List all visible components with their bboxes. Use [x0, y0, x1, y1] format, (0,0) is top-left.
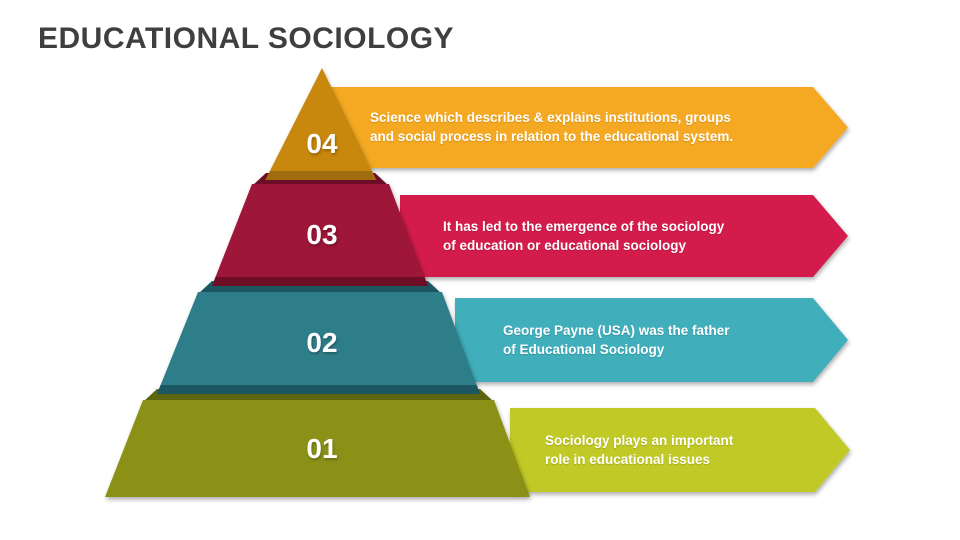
banner-text-02-line2: of Educational Sociology [503, 342, 665, 357]
banner-text-01-line2: role in educational issues [545, 452, 711, 467]
banner-arrow-03 [400, 195, 848, 277]
banner-arrow-02 [455, 298, 848, 382]
banner-text-01-line1: Sociology plays an important [545, 433, 734, 448]
banner-text-04-line1: Science which describes & explains insti… [370, 110, 731, 125]
level-number-01: 01 [306, 433, 338, 464]
pyramid-bevel-04 [265, 171, 377, 180]
banner-text-03-line2: of education or educational sociology [443, 238, 687, 253]
level-number-03: 03 [306, 219, 338, 250]
pyramid-segment-02 [157, 292, 480, 394]
banner-text-02-line1: George Payne (USA) was the father [503, 323, 730, 338]
banner-text-03-line1: It has led to the emergence of the socio… [443, 219, 725, 234]
banner-text-01: Sociology plays an important role in edu… [545, 431, 733, 469]
page-title: EDUCATIONAL SOCIOLOGY [38, 22, 455, 55]
pyramid-bevel-02 [157, 385, 480, 394]
banner-text-02: George Payne (USA) was the father of Edu… [503, 321, 730, 359]
level-number-04: 04 [306, 128, 338, 159]
banner-text-04-line2: and social process in relation to the ed… [370, 129, 734, 144]
pyramid-segment-04 [265, 68, 377, 180]
pyramid-segment-03 [212, 184, 428, 286]
banner-arrow-01 [510, 408, 850, 492]
pyramid-bevel-03 [212, 277, 428, 286]
banner-arrow-04 [330, 87, 848, 168]
level-number-02: 02 [306, 327, 338, 358]
banner-text-03: It has led to the emergence of the socio… [443, 217, 724, 255]
pyramid-segment-01 [105, 400, 530, 497]
banner-text-04: Science which describes & explains insti… [370, 108, 733, 146]
